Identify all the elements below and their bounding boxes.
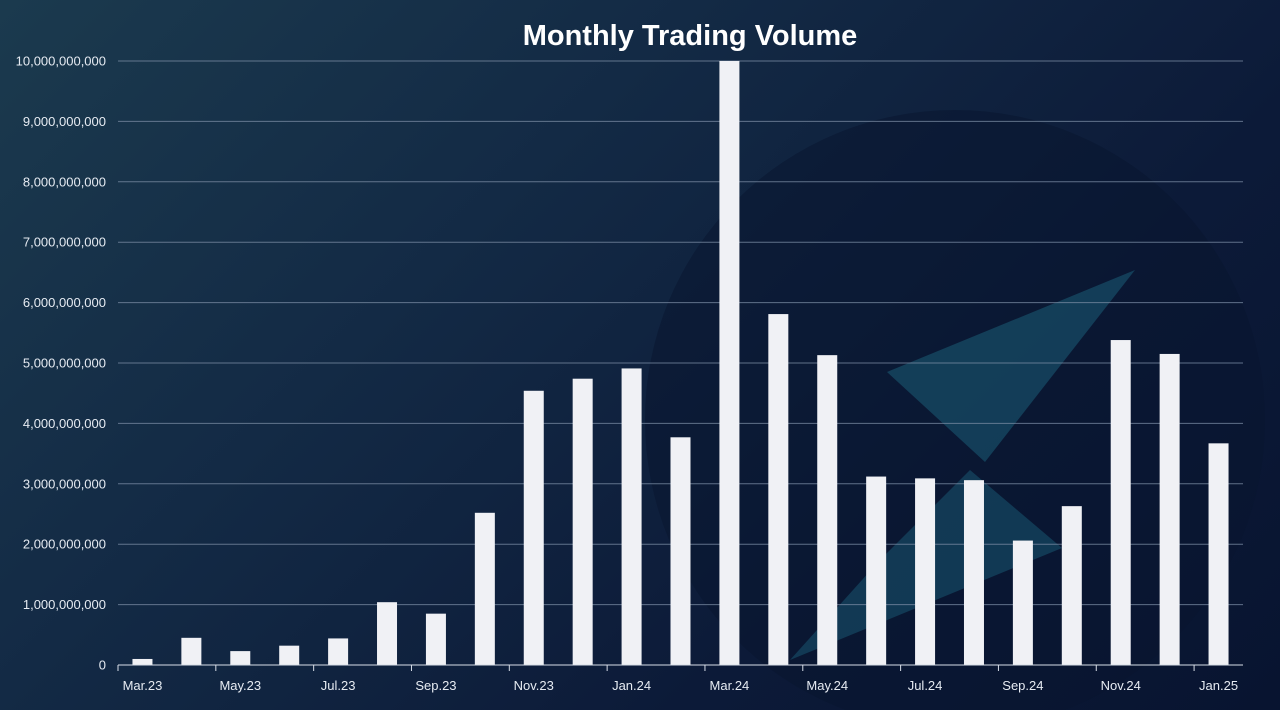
y-tick-label: 9,000,000,000 bbox=[23, 114, 106, 129]
bar bbox=[572, 378, 593, 665]
x-axis bbox=[117, 664, 1243, 671]
x-axis-labels: Mar.23 May.23 Jul.23 Sep.23 Nov.23 Jan.24 Mar.… bbox=[123, 678, 1238, 693]
x-tick-label: Mar.24 bbox=[710, 678, 750, 693]
bar bbox=[817, 355, 838, 665]
bar bbox=[1110, 340, 1131, 665]
y-tick-label: 8,000,000,000 bbox=[23, 174, 106, 189]
y-tick-label: 2,000,000,000 bbox=[23, 537, 106, 552]
bar bbox=[1208, 443, 1229, 665]
x-tick-label: Nov.24 bbox=[1101, 678, 1141, 693]
bar bbox=[621, 368, 642, 665]
bar bbox=[963, 480, 984, 665]
x-tick-label: Sep.23 bbox=[415, 678, 456, 693]
lightning-logo-watermark bbox=[645, 110, 1265, 710]
bar bbox=[474, 512, 495, 665]
bar bbox=[1012, 540, 1033, 665]
x-tick-label: Jan.25 bbox=[1199, 678, 1238, 693]
x-tick-label: Nov.23 bbox=[514, 678, 554, 693]
bar bbox=[670, 437, 691, 665]
x-tick-label: Jul.23 bbox=[321, 678, 356, 693]
y-tick-label: 3,000,000,000 bbox=[23, 476, 106, 491]
y-axis-labels: 0 1,000,000,000 2,000,000,000 3,000,000,000… bbox=[16, 54, 106, 673]
bar bbox=[915, 478, 936, 665]
bar bbox=[279, 645, 300, 665]
bar bbox=[768, 314, 789, 665]
bar bbox=[328, 638, 349, 665]
bar bbox=[1159, 353, 1180, 665]
bar bbox=[377, 602, 398, 665]
chart-title: Monthly Trading Volume bbox=[523, 20, 858, 52]
y-tick-label: 4,000,000,000 bbox=[23, 416, 106, 431]
y-tick-label: 10,000,000,000 bbox=[16, 54, 106, 69]
bar bbox=[230, 651, 251, 665]
x-tick-label: Jul.24 bbox=[908, 678, 943, 693]
y-tick-label: 6,000,000,000 bbox=[23, 295, 106, 310]
bar bbox=[181, 637, 202, 665]
bar bbox=[1061, 506, 1082, 665]
x-tick-label: May.23 bbox=[219, 678, 261, 693]
bar bbox=[866, 476, 887, 665]
bar bbox=[719, 61, 740, 665]
x-tick-label: May.24 bbox=[806, 678, 848, 693]
y-tick-label: 5,000,000,000 bbox=[23, 356, 106, 371]
bar bbox=[132, 658, 153, 665]
y-tick-label: 1,000,000,000 bbox=[23, 597, 106, 612]
y-tick-label: 7,000,000,000 bbox=[23, 235, 106, 250]
bar bbox=[425, 613, 446, 665]
y-tick-label: 0 bbox=[99, 658, 106, 673]
x-tick-label: Sep.24 bbox=[1002, 678, 1043, 693]
x-tick-label: Mar.23 bbox=[123, 678, 163, 693]
x-tick-label: Jan.24 bbox=[612, 678, 651, 693]
bar bbox=[523, 390, 544, 665]
bars bbox=[132, 61, 1229, 665]
